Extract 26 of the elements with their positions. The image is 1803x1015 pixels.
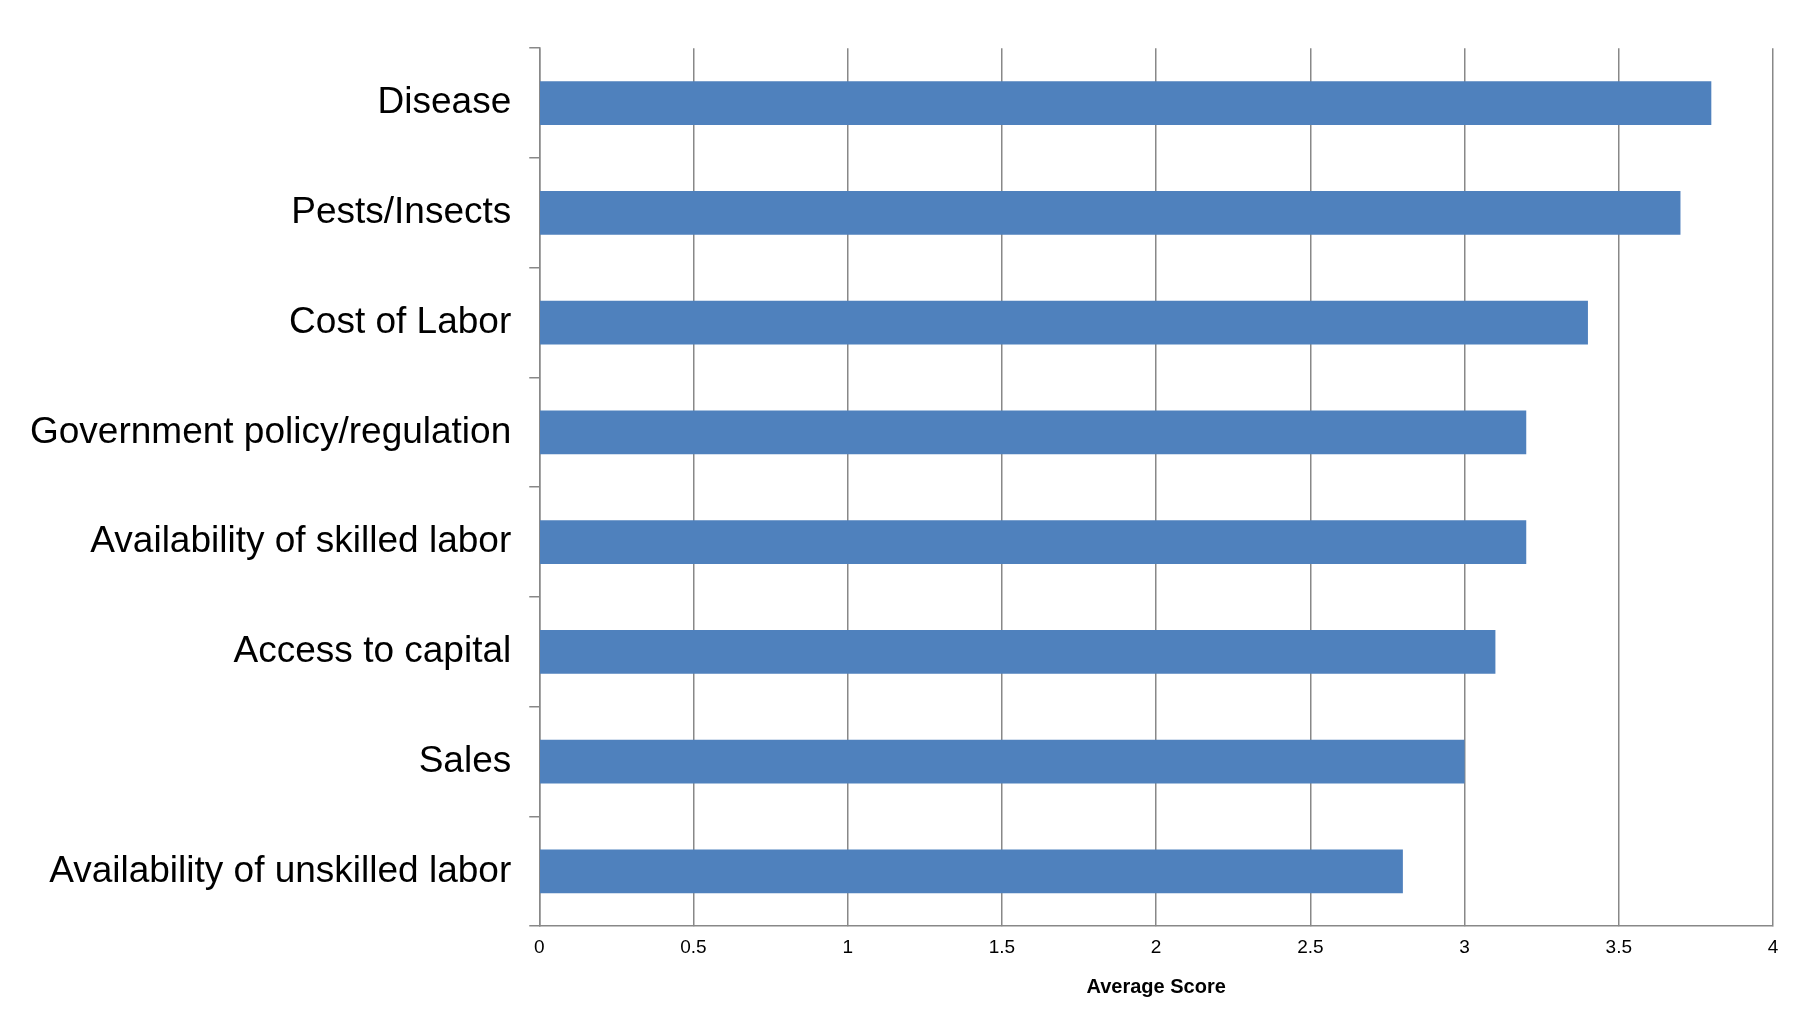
y-tick-label: Disease [377,80,512,122]
y-tick-label: Pests/Insects [291,190,512,232]
y-tick-label: Availability of skilled labor [90,519,512,561]
bar [540,629,1496,674]
x-tick-label: 0.5 [680,935,707,957]
x-tick-label: 4 [1767,935,1779,957]
x-tick-label: 1 [842,935,853,957]
x-tick-label: 0 [533,935,545,957]
bar [540,300,1588,345]
bar [540,849,1403,894]
x-tick-label: 1.5 [988,935,1016,957]
x-tick-label: 2.5 [1297,935,1324,957]
y-tick-label: Sales [418,738,512,780]
x-axis-title: Average Score [1086,974,1226,997]
x-tick-label: 2 [1150,935,1162,957]
y-tick-label: Government policy/regulation [29,409,512,451]
y-tick-label: Cost of Labor [289,299,512,341]
bar [540,520,1527,565]
bar [540,81,1712,126]
bar [540,739,1465,784]
bar [540,190,1681,235]
x-tick-label: 3.5 [1605,935,1632,957]
bar [540,410,1527,455]
y-tick-label: Access to capital [233,629,512,671]
x-tick-label: 3 [1459,935,1470,957]
y-tick-label: Availability of unskilled labor [49,848,512,890]
